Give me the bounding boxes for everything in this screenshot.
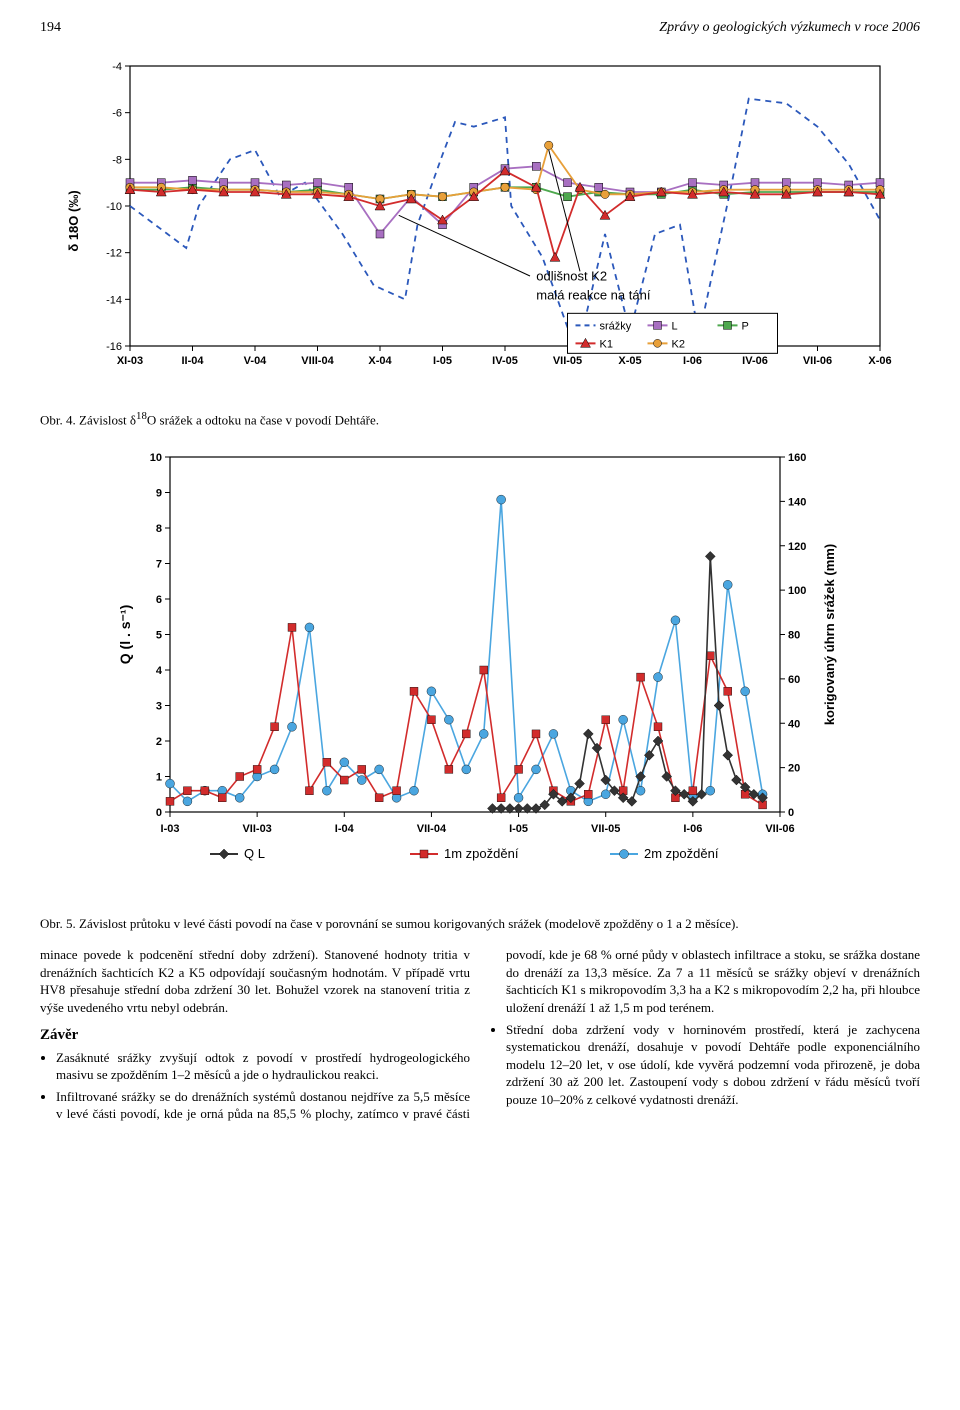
svg-text:8: 8 <box>156 523 162 535</box>
svg-text:I-03: I-03 <box>161 823 180 835</box>
svg-text:X-05: X-05 <box>618 355 641 367</box>
svg-text:120: 120 <box>788 541 806 553</box>
figure-5-caption: Obr. 5. Závislost průtoku v levé části p… <box>40 916 920 932</box>
svg-text:VII-06: VII-06 <box>765 823 794 835</box>
svg-text:VII-06: VII-06 <box>803 355 832 367</box>
caption-text: Obr. 4. Závislost δ <box>40 412 136 427</box>
figure-4-chart: -4 -6 -8 -10 -12 -14 -16 δ 18O (‰) XI-03 II-04 V-0… <box>60 46 900 396</box>
body-text: minace povede k podcenění střední doby z… <box>40 946 920 1123</box>
svg-text:I-05: I-05 <box>509 823 528 835</box>
svg-text:I-05: I-05 <box>433 355 452 367</box>
svg-text:X-06: X-06 <box>868 355 891 367</box>
svg-text:-8: -8 <box>112 154 122 166</box>
journal-title: Zprávy o geologických výzkumech v roce 2… <box>659 20 920 36</box>
section-zaver: Závěr <box>40 1025 470 1045</box>
svg-text:korigovaný úhrn srážek (mm): korigovaný úhrn srážek (mm) <box>822 544 837 725</box>
svg-text:-4: -4 <box>112 61 122 73</box>
svg-text:II-04: II-04 <box>181 355 204 367</box>
svg-text:60: 60 <box>788 674 800 686</box>
svg-text:0: 0 <box>788 807 794 819</box>
svg-text:40: 40 <box>788 719 800 731</box>
svg-text:160: 160 <box>788 452 806 464</box>
svg-text:1: 1 <box>156 772 162 784</box>
svg-text:I-04: I-04 <box>335 823 355 835</box>
svg-text:XI-03: XI-03 <box>117 355 143 367</box>
figure-5: 012345678910020406080100120140160Q (l . … <box>40 442 920 902</box>
svg-text:Q L: Q L <box>244 846 265 861</box>
svg-text:10: 10 <box>150 452 162 464</box>
svg-text:K2: K2 <box>672 338 685 350</box>
svg-text:100: 100 <box>788 585 806 597</box>
svg-text:K1: K1 <box>600 338 613 350</box>
svg-text:VIII-04: VIII-04 <box>301 355 334 367</box>
svg-text:-16: -16 <box>106 341 122 353</box>
svg-text:X-04: X-04 <box>368 355 392 367</box>
caption-text: O srážek a odtoku na čase v povodí Dehtá… <box>147 412 379 427</box>
page-number: 194 <box>40 20 61 36</box>
svg-text:malá reakce na tání: malá reakce na tání <box>536 287 651 302</box>
svg-text:5: 5 <box>156 630 162 642</box>
svg-text:V-04: V-04 <box>244 355 268 367</box>
page-header: 194 Zprávy o geologických výzkumech v ro… <box>40 20 920 36</box>
svg-text:IV-06: IV-06 <box>742 355 768 367</box>
svg-text:20: 20 <box>788 763 800 775</box>
svg-text:δ 18O (‰): δ 18O (‰) <box>66 190 81 251</box>
svg-text:I-06: I-06 <box>683 823 702 835</box>
svg-text:IV-05: IV-05 <box>492 355 518 367</box>
list-text: Infiltrované srážky se do drenážních sys… <box>56 1089 347 1104</box>
svg-text:9: 9 <box>156 488 162 500</box>
svg-text:L: L <box>672 320 678 332</box>
list-item: Střední doba zdržení vody v horninovém p… <box>506 1021 920 1109</box>
svg-text:VII-03: VII-03 <box>242 823 271 835</box>
figure-4: -4 -6 -8 -10 -12 -14 -16 δ 18O (‰) XI-03 II-04 V-0… <box>40 46 920 396</box>
figure-5-chart: 012345678910020406080100120140160Q (l . … <box>110 442 850 902</box>
caption-sup: 18 <box>136 410 147 422</box>
figure-4-caption: Obr. 4. Závislost δ18O srážek a odtoku n… <box>40 410 920 428</box>
svg-text:Q (l . s⁻¹): Q (l . s⁻¹) <box>117 605 133 665</box>
list-item: Zasáknuté srážky zvyšují odtok z povodí … <box>56 1049 470 1084</box>
svg-text:2: 2 <box>156 736 162 748</box>
svg-text:3: 3 <box>156 701 162 713</box>
svg-text:-10: -10 <box>106 201 122 213</box>
svg-text:srážky: srážky <box>600 320 632 332</box>
svg-text:80: 80 <box>788 630 800 642</box>
svg-text:P: P <box>742 320 749 332</box>
svg-text:140: 140 <box>788 497 806 509</box>
svg-text:7: 7 <box>156 559 162 571</box>
svg-text:VII-04: VII-04 <box>417 823 447 835</box>
para-1: minace povede k podcenění střední doby z… <box>40 946 470 1016</box>
svg-text:VII-05: VII-05 <box>591 823 620 835</box>
svg-text:odlišnost K2: odlišnost K2 <box>536 269 607 284</box>
svg-text:1m zpoždění: 1m zpoždění <box>444 846 519 861</box>
svg-text:2m zpoždění: 2m zpoždění <box>644 846 719 861</box>
svg-text:4: 4 <box>156 665 163 677</box>
svg-text:-14: -14 <box>106 294 122 306</box>
svg-text:-6: -6 <box>112 108 122 120</box>
svg-text:-12: -12 <box>106 248 122 260</box>
svg-text:6: 6 <box>156 594 162 606</box>
svg-text:0: 0 <box>156 807 162 819</box>
svg-text:VII-05: VII-05 <box>553 355 582 367</box>
svg-text:I-06: I-06 <box>683 355 702 367</box>
